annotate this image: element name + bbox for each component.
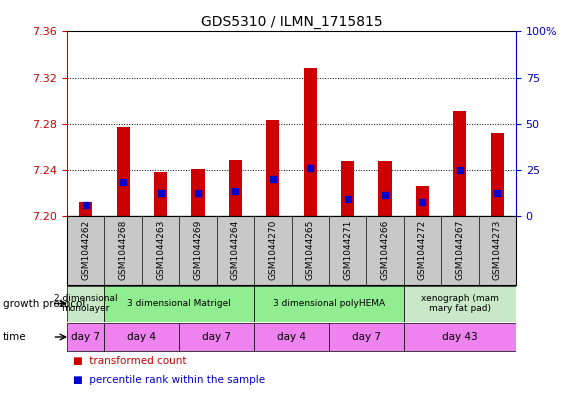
Bar — [191, 169, 205, 216]
Text: ■  percentile rank within the sample: ■ percentile rank within the sample — [73, 375, 265, 385]
Bar — [341, 161, 354, 216]
Bar — [79, 202, 92, 216]
Text: growth protocol: growth protocol — [3, 299, 85, 309]
Bar — [254, 323, 329, 351]
Text: ■  transformed count: ■ transformed count — [73, 356, 187, 366]
Bar — [403, 286, 516, 321]
Text: day 7: day 7 — [202, 332, 231, 342]
Text: GSM1044273: GSM1044273 — [493, 220, 502, 280]
Title: GDS5310 / ILMN_1715815: GDS5310 / ILMN_1715815 — [201, 15, 382, 29]
Bar — [416, 186, 429, 216]
Text: GSM1044269: GSM1044269 — [194, 220, 202, 280]
Bar — [67, 286, 104, 321]
Bar — [378, 161, 392, 216]
Bar — [104, 323, 179, 351]
Bar — [117, 127, 129, 216]
Text: 3 dimensional polyHEMA: 3 dimensional polyHEMA — [273, 299, 385, 308]
Text: GSM1044271: GSM1044271 — [343, 220, 352, 280]
Text: 3 dimensional Matrigel: 3 dimensional Matrigel — [127, 299, 231, 308]
Text: GSM1044265: GSM1044265 — [305, 220, 315, 280]
Text: GSM1044264: GSM1044264 — [231, 220, 240, 280]
Bar — [491, 133, 504, 216]
Bar — [304, 68, 317, 216]
Bar — [403, 323, 516, 351]
Text: day 7: day 7 — [71, 332, 100, 342]
Text: day 4: day 4 — [277, 332, 306, 342]
Bar — [254, 286, 403, 321]
Text: time: time — [3, 332, 27, 342]
Text: day 43: day 43 — [442, 332, 477, 342]
Text: GSM1044268: GSM1044268 — [119, 220, 128, 280]
Bar — [179, 323, 254, 351]
Text: GSM1044263: GSM1044263 — [156, 220, 165, 280]
Text: 2 dimensional
monolayer: 2 dimensional monolayer — [54, 294, 118, 313]
Bar — [454, 111, 466, 216]
Bar — [329, 323, 403, 351]
Text: GSM1044267: GSM1044267 — [455, 220, 464, 280]
Bar — [67, 323, 104, 351]
Bar — [154, 172, 167, 216]
Bar — [229, 160, 242, 216]
Bar — [104, 286, 254, 321]
Text: GSM1044272: GSM1044272 — [418, 220, 427, 280]
Text: day 7: day 7 — [352, 332, 381, 342]
Text: GSM1044270: GSM1044270 — [268, 220, 278, 280]
Bar — [266, 120, 279, 216]
Text: GSM1044266: GSM1044266 — [381, 220, 389, 280]
Text: day 4: day 4 — [127, 332, 156, 342]
Text: xenograph (mam
mary fat pad): xenograph (mam mary fat pad) — [421, 294, 499, 313]
Text: GSM1044262: GSM1044262 — [81, 220, 90, 280]
